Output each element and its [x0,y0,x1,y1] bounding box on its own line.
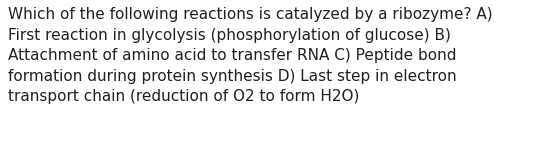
Text: Which of the following reactions is catalyzed by a ribozyme? A)
First reaction i: Which of the following reactions is cata… [8,7,493,104]
